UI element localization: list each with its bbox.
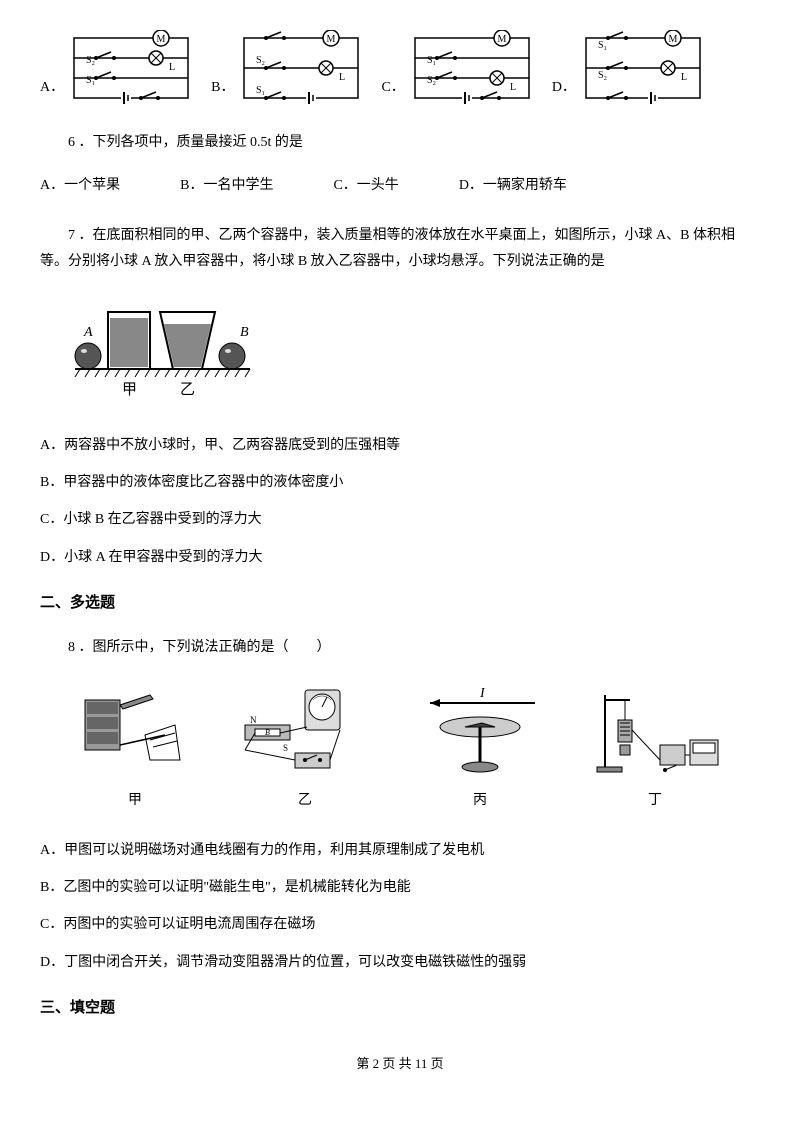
section-3-title: 三、填空题 [40, 995, 760, 1022]
svg-text:B: B [240, 325, 249, 340]
q7-option-d: D．小球 A 在甲容器中受到的浮力大 [40, 545, 760, 570]
svg-text:N: N [250, 715, 257, 725]
q7-option-a: A．两容器中不放小球时，甲、乙两容器底受到的压强相等 [40, 433, 760, 458]
svg-text:L: L [339, 72, 345, 83]
q6-option-c: C．一头牛 [333, 173, 398, 198]
question-6: 6 ．下列各项中，质量最接近 0.5t 的是 [40, 130, 760, 155]
label-jia: 甲 [122, 382, 137, 398]
q6-option-b: B．一名中学生 [180, 173, 273, 198]
svg-text:S₁: S₁ [256, 85, 265, 96]
q8-option-d: D．丁图中闭合开关，调节滑动变阻器滑片的位置，可以改变电磁铁磁性的强弱 [40, 950, 760, 975]
figure-ding: 丁 [585, 685, 725, 813]
q8-number: 8 [68, 640, 75, 655]
circuit-options-row: A． M S₂ L S₁ B． [40, 30, 760, 105]
q8-figures: 甲 N S B 乙 I [60, 685, 740, 813]
q6-options: A．一个苹果 B．一名中学生 C．一头牛 D．一辆家用轿车 [40, 173, 760, 198]
svg-text:B: B [265, 728, 270, 737]
circuit-option-b: B． M S₂ L S₁ [211, 30, 366, 105]
circuit-diagram-d: S₁ M S₂ L [578, 30, 708, 105]
q7-figure: A B 甲 乙 [70, 294, 760, 413]
svg-text:S₁: S₁ [86, 75, 95, 86]
figure-jia-label: 甲 [128, 788, 142, 813]
q7-text: ．在底面积相同的甲、乙两个容器中，装入质量相等的液体放在水平桌面上，如图所示，小… [40, 228, 735, 268]
option-label-a: A． [40, 75, 64, 105]
q6-text: ．下列各项中，质量最接近 0.5t 的是 [79, 135, 303, 150]
figure-ding-label: 丁 [648, 788, 662, 813]
option-label-b: B． [211, 75, 234, 105]
section-2-title: 二、多选题 [40, 590, 760, 617]
option-label-d: D． [552, 75, 576, 105]
q8-option-a: A．甲图可以说明磁场对通电线圈有力的作用，利用其原理制成了发电机 [40, 838, 760, 863]
page-footer: 第 2 页 共 11 页 [40, 1052, 760, 1075]
question-8: 8 ．图所示中，下列说法正确的是（ ） [40, 635, 760, 660]
q8-option-b: B．乙图中的实验可以证明"磁能生电"，是机械能转化为电能 [40, 875, 760, 900]
figure-yi: N S B 乙 [235, 685, 375, 813]
svg-text:S₂: S₂ [86, 55, 95, 66]
svg-text:M: M [668, 34, 677, 45]
q7-number: 7 [68, 228, 75, 243]
svg-text:S₁: S₁ [427, 55, 436, 66]
figure-bing-label: 丙 [473, 788, 487, 813]
q6-option-d: D．一辆家用轿车 [459, 173, 567, 198]
circuit-option-a: A． M S₂ L S₁ [40, 30, 196, 105]
svg-text:I: I [479, 686, 486, 701]
option-label-c: C． [381, 75, 404, 105]
experiment-jia-icon [75, 685, 195, 780]
figure-bing: I 丙 [415, 685, 545, 813]
figure-jia: 甲 [75, 685, 195, 813]
svg-text:S₂: S₂ [256, 55, 265, 66]
q6-number: 6 [68, 135, 75, 150]
figure-yi-label: 乙 [298, 788, 312, 813]
question-7: 7 ．在底面积相同的甲、乙两个容器中，装入质量相等的液体放在水平桌面上，如图所示… [40, 223, 760, 273]
experiment-yi-icon: N S B [235, 685, 375, 780]
svg-text:A: A [83, 325, 93, 340]
svg-text:M: M [157, 34, 166, 45]
svg-text:S₂: S₂ [427, 75, 436, 86]
svg-text:L: L [169, 62, 175, 73]
svg-text:S₂: S₂ [598, 70, 607, 81]
q6-option-a: A．一个苹果 [40, 173, 120, 198]
circuit-diagram-c: M S₁ S₂ L [407, 30, 537, 105]
circuit-option-d: D． S₁ M S₂ L [552, 30, 708, 105]
experiment-bing-icon: I [415, 685, 545, 780]
experiment-ding-icon [585, 685, 725, 780]
svg-text:S: S [283, 743, 288, 753]
svg-text:M: M [497, 34, 506, 45]
q7-option-c: C．小球 B 在乙容器中受到的浮力大 [40, 507, 760, 532]
svg-text:M: M [327, 34, 336, 45]
label-yi: 乙 [180, 382, 195, 398]
q7-option-b: B．甲容器中的液体密度比乙容器中的液体密度小 [40, 470, 760, 495]
svg-text:L: L [510, 82, 516, 93]
circuit-diagram-b: M S₂ L S₁ [236, 30, 366, 105]
svg-text:L: L [681, 72, 687, 83]
q8-text: ．图所示中，下列说法正确的是（ ） [79, 640, 331, 655]
circuit-option-c: C． M S₁ S₂ L [381, 30, 536, 105]
q8-option-c: C．丙图中的实验可以证明电流周围存在磁场 [40, 912, 760, 937]
containers-diagram: A B 甲 乙 [70, 294, 270, 404]
circuit-diagram-a: M S₂ L S₁ [66, 30, 196, 105]
svg-text:S₁: S₁ [598, 40, 607, 51]
